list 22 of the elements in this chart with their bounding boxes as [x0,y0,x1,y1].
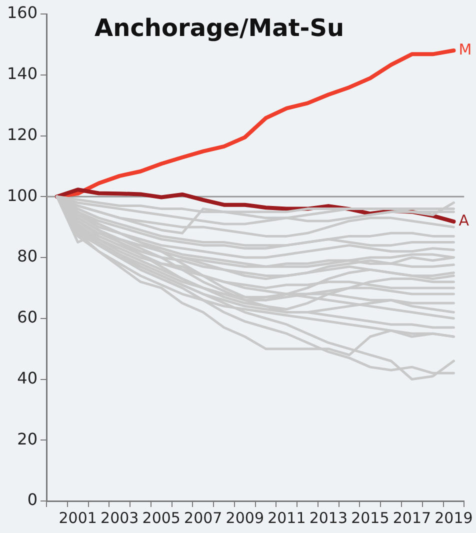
x-tick-label: 2007 [184,508,222,527]
series-label: A [458,211,470,230]
y-tick-label: 60 [17,308,38,327]
x-tick-label: 2001 [58,508,97,527]
y-tick-label: 0 [27,490,38,510]
y-tick-label: 20 [17,429,38,448]
x-tick-label: 2015 [351,508,390,527]
x-tick-label: 2003 [100,508,139,527]
series-label: M [458,40,472,58]
y-tick-label: 160 [6,3,38,22]
y-tick-label: 140 [6,64,38,84]
y-tick-label: 80 [17,246,38,266]
y-tick-label: 40 [17,368,38,388]
x-tick-label: 2019 [434,508,473,527]
x-tick-label: 2009 [226,508,264,527]
x-tick-label: 2011 [268,508,306,527]
y-tick-label: 120 [6,124,38,144]
x-tick-label: 2013 [309,508,348,527]
x-tick-label: 2017 [392,508,432,527]
y-tick-label: 100 [6,186,38,205]
x-tick-label: 2005 [142,508,180,527]
chart-title: Anchorage/Mat-Su [94,14,344,42]
